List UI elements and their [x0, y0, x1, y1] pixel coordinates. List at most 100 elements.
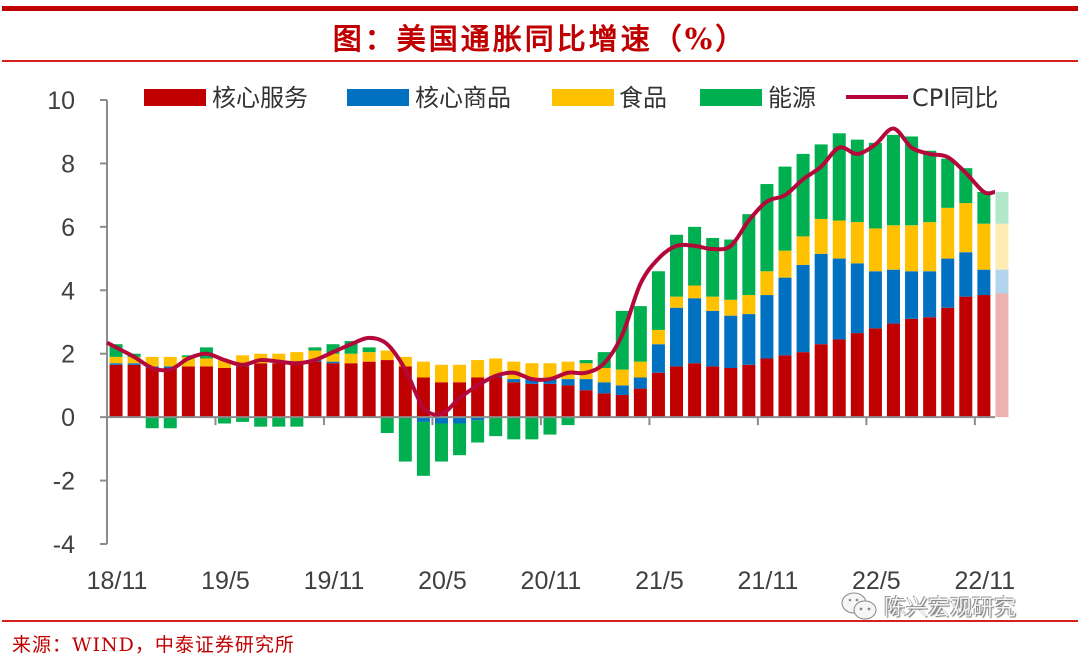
bar-services: [326, 363, 340, 418]
bar-services: [543, 383, 557, 418]
bar-services: [416, 377, 430, 418]
bar-food: [507, 361, 521, 380]
bar-services: [670, 366, 684, 418]
bar-energy: [850, 139, 864, 223]
legend-label-services: 核心服务: [212, 84, 308, 112]
bar-energy: [670, 234, 684, 297]
cpi-line-group: [106, 126, 996, 417]
bar-services: [995, 293, 1009, 418]
bar-food: [199, 358, 213, 367]
y-tick-label: 8: [61, 150, 75, 178]
bar-goods: [868, 271, 882, 329]
bar-goods: [561, 379, 575, 386]
legend-label-energy: 能源: [768, 84, 816, 112]
bar-services: [308, 361, 322, 418]
bar-energy: [362, 347, 376, 353]
bar-energy: [941, 158, 955, 208]
bar-goods: [778, 277, 792, 356]
bar-food: [127, 356, 141, 364]
bar-goods: [760, 295, 774, 359]
bar-food: [832, 220, 846, 259]
bar-goods: [597, 382, 611, 394]
bar-services: [706, 366, 720, 418]
y-tick-label: 0: [61, 404, 75, 432]
bar-services: [561, 385, 575, 418]
bar-goods: [326, 361, 340, 364]
y-tick-label: 2: [61, 341, 75, 369]
bar-food: [724, 299, 738, 316]
bar-goods: [995, 269, 1009, 294]
wechat-icon: [841, 592, 877, 620]
bar-energy: [778, 166, 792, 251]
bar-goods: [796, 264, 810, 353]
bar-food: [651, 329, 665, 345]
bar-food: [905, 225, 919, 272]
legend-swatch-food: [552, 89, 614, 106]
chart-title: 图：美国通胀同比增速（%）: [332, 22, 748, 56]
bar-energy: [525, 417, 539, 440]
bar-food: [706, 296, 720, 311]
bar-goods: [525, 379, 539, 384]
bar-food: [778, 250, 792, 278]
bar-energy: [633, 306, 647, 362]
source-note: 来源：WIND，中泰证券研究所: [12, 634, 295, 656]
bar-food: [995, 223, 1009, 270]
bar-food: [850, 222, 864, 264]
bar-goods: [814, 253, 828, 345]
bar-food: [868, 228, 882, 272]
bar-food: [109, 356, 123, 364]
top-border-rule: [2, 6, 1078, 11]
bar-services: [109, 364, 123, 418]
bar-food: [977, 223, 991, 270]
bar-food: [326, 353, 340, 362]
bar-services: [886, 323, 900, 418]
bar-food: [344, 353, 358, 364]
bar-services: [923, 317, 937, 418]
bar-food: [543, 363, 557, 380]
bar-energy: [724, 239, 738, 300]
bar-energy: [868, 142, 882, 229]
bar-food: [489, 358, 503, 376]
bar-energy: [886, 134, 900, 226]
bar-services: [832, 339, 846, 418]
bar-services: [344, 363, 358, 418]
bar-energy: [561, 417, 575, 426]
bar-food: [742, 295, 756, 315]
bar-food: [941, 207, 955, 259]
y-tick-label: -2: [53, 468, 75, 496]
bar-energy: [543, 417, 557, 435]
bar-services: [127, 364, 141, 418]
bar-services: [796, 352, 810, 418]
x-tick-label: 19/11: [304, 567, 365, 595]
y-tick-label: 4: [61, 277, 75, 305]
bar-energy: [742, 214, 756, 296]
legend: 核心服务 核心商品 食品 能源 CPI同比: [144, 84, 998, 112]
bar-energy: [507, 417, 521, 440]
bar-services: [760, 358, 774, 418]
bar-goods: [724, 315, 738, 368]
x-tick-label: 21/11: [738, 567, 799, 595]
legend-label-cpi: CPI同比: [912, 84, 998, 112]
bar-goods: [109, 363, 123, 365]
bar-energy: [796, 153, 810, 237]
bar-goods: [471, 417, 485, 421]
bar-food: [308, 350, 322, 361]
bar-energy: [416, 421, 430, 476]
bar-goods: [434, 417, 448, 424]
bar-services: [362, 361, 376, 418]
legend-label-food: 食品: [619, 84, 667, 112]
bar-services: [688, 363, 702, 418]
bar-energy: [218, 417, 232, 424]
bar-services: [507, 382, 521, 418]
bar-services: [254, 363, 268, 418]
bar-goods: [453, 417, 467, 424]
bar-energy: [995, 191, 1009, 224]
bar-food: [398, 356, 412, 367]
bar-goods: [905, 271, 919, 319]
y-tick-label: 6: [61, 214, 75, 242]
bar-energy: [579, 360, 593, 364]
bar-services: [814, 344, 828, 418]
bar-services: [163, 367, 177, 418]
x-tick-label: 21/5: [635, 567, 684, 595]
bar-energy: [290, 417, 304, 427]
